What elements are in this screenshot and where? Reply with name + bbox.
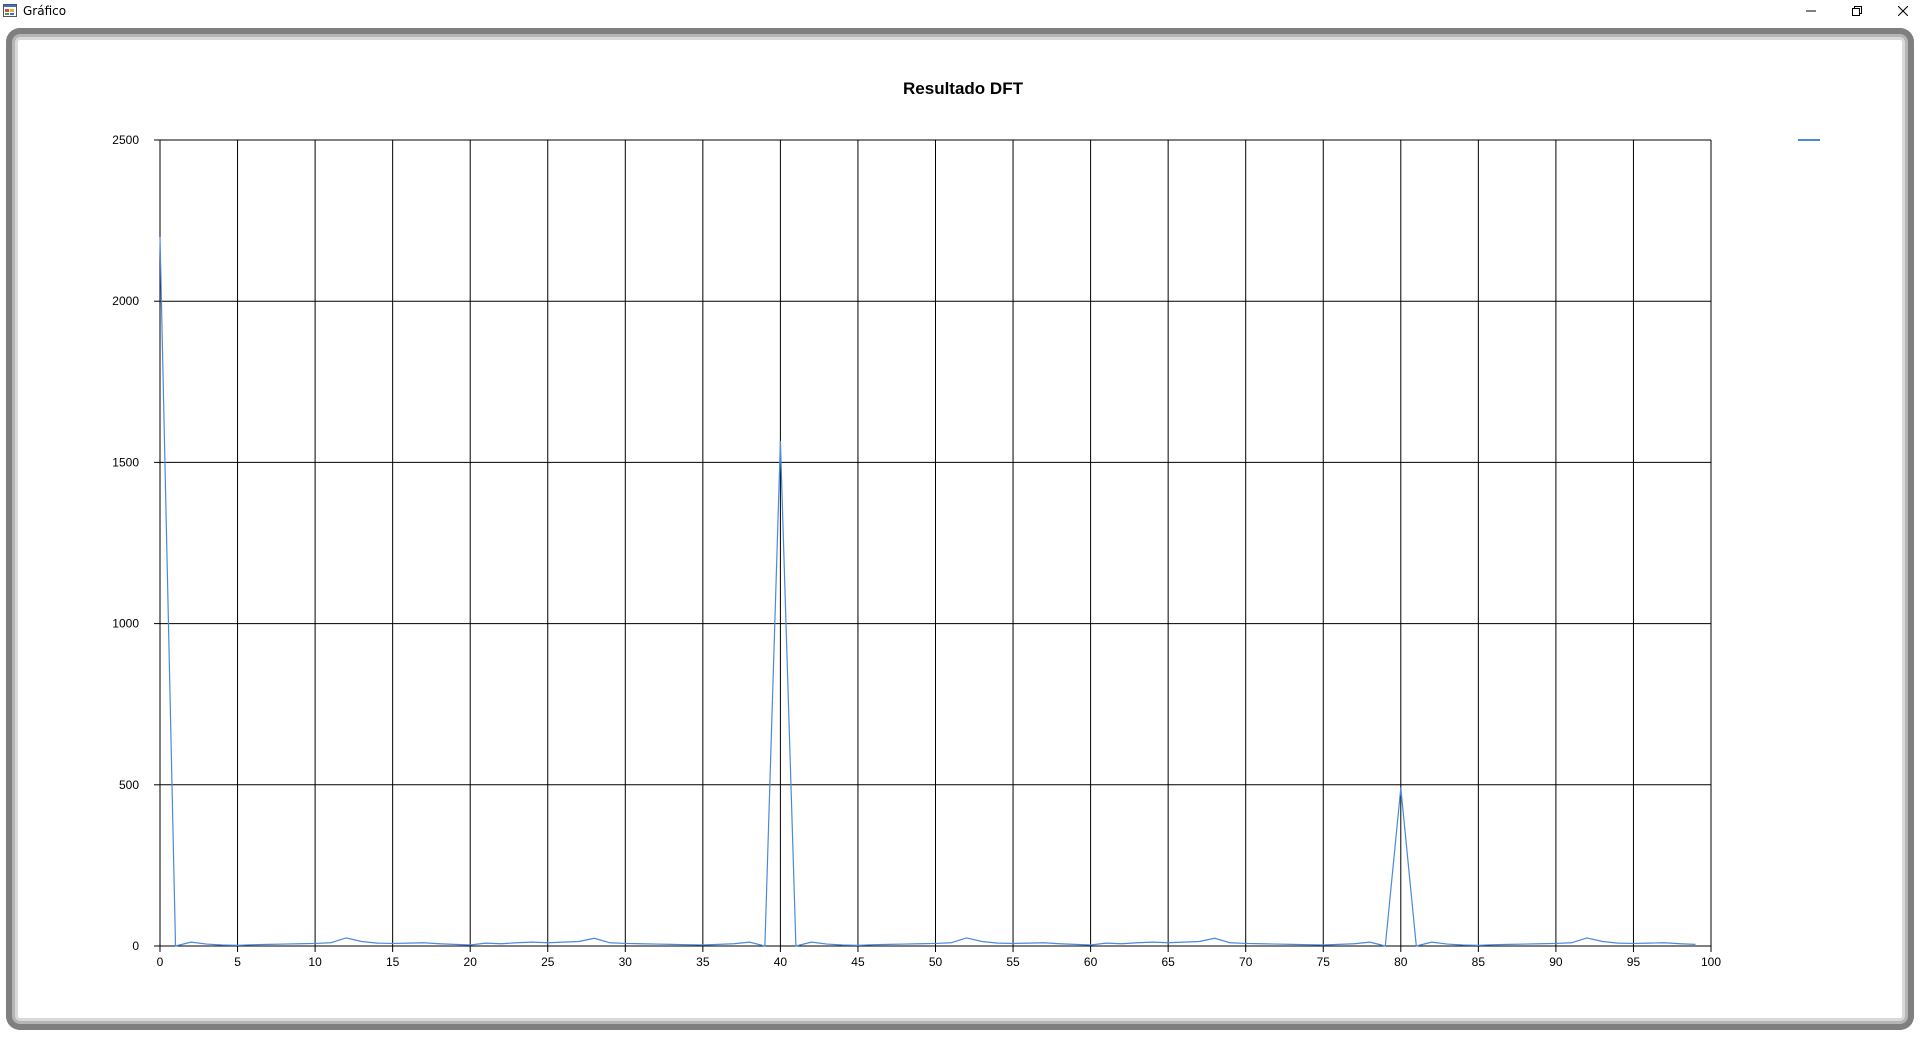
y-tick-label: 1000 <box>112 617 139 631</box>
restore-button[interactable] <box>1834 0 1880 22</box>
x-tick-label: 55 <box>1006 955 1020 969</box>
x-tick-label: 50 <box>929 955 943 969</box>
x-tick-label: 45 <box>851 955 865 969</box>
minimize-button[interactable] <box>1788 0 1834 22</box>
x-tick-label: 10 <box>308 955 322 969</box>
close-icon <box>1898 6 1908 16</box>
window-frame <box>0 22 1920 1040</box>
x-tick-label: 80 <box>1394 955 1408 969</box>
form-app-icon <box>3 4 17 17</box>
x-tick-label: 35 <box>696 955 710 969</box>
x-tick-label: 100 <box>1701 955 1721 969</box>
x-tick-label: 40 <box>774 955 788 969</box>
y-tick-label: 2000 <box>112 294 139 308</box>
grid-layer <box>159 139 1712 947</box>
close-button[interactable] <box>1880 0 1920 22</box>
chart-title: Resultado DFT <box>903 79 1024 98</box>
minimize-icon <box>1806 10 1816 12</box>
title-bar: Gráfico <box>0 0 1920 22</box>
x-tick-label: 85 <box>1472 955 1486 969</box>
restore-icon <box>1852 6 1862 16</box>
y-tick-label: 500 <box>119 778 139 792</box>
axis-layer: 0 5 10 15 20 25 30 35 40 45 50 55 60 65 70 75 80 85 90 95 10… <box>112 133 1721 969</box>
x-tick-label: 90 <box>1549 955 1563 969</box>
x-tick-label: 15 <box>386 955 400 969</box>
x-tick-label: 60 <box>1084 955 1098 969</box>
chart-panel <box>6 28 1914 1030</box>
x-tick-label: 75 <box>1317 955 1331 969</box>
x-tick-label: 0 <box>157 955 164 969</box>
window-title: Gráfico <box>23 4 67 18</box>
y-tick-label: 1500 <box>112 455 139 469</box>
y-tick-label: 0 <box>132 939 139 953</box>
x-tick-label: 65 <box>1161 955 1175 969</box>
series-line <box>159 236 1696 947</box>
x-tick-label: 95 <box>1627 955 1641 969</box>
x-tick-label: 5 <box>234 955 241 969</box>
x-tick-label: 20 <box>464 955 478 969</box>
y-tick-label: 2500 <box>112 133 139 147</box>
x-tick-label: 30 <box>619 955 633 969</box>
series-layer <box>159 236 1696 947</box>
x-tick-label: 25 <box>541 955 555 969</box>
x-tick-label: 70 <box>1239 955 1253 969</box>
